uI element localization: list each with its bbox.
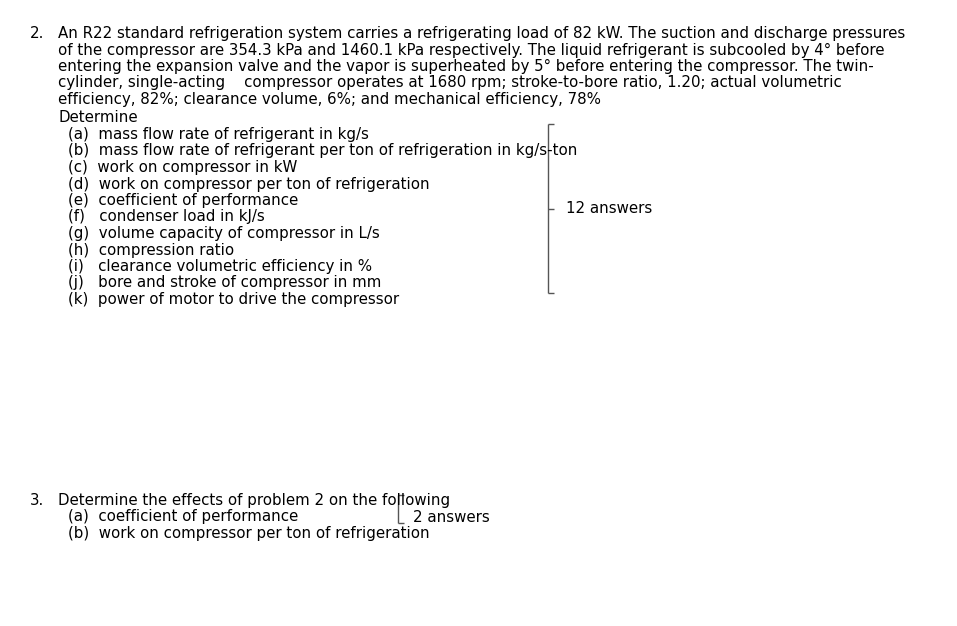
Text: 2.: 2. [30,26,44,41]
Text: (h)  compression ratio: (h) compression ratio [68,242,234,257]
Text: (a)  coefficient of performance: (a) coefficient of performance [68,510,299,525]
Text: 3.: 3. [30,493,44,508]
Text: cylinder, single-acting    compressor operates at 1680 rpm; stroke-to-bore ratio: cylinder, single-acting compressor opera… [58,76,842,91]
Text: An R22 standard refrigeration system carries a refrigerating load of 82 kW. The : An R22 standard refrigeration system car… [58,26,905,41]
Text: of the compressor are 354.3 kPa and 1460.1 kPa respectively. The liquid refriger: of the compressor are 354.3 kPa and 1460… [58,43,884,58]
Text: 2 answers: 2 answers [413,510,490,525]
Text: efficiency, 82%; clearance volume, 6%; and mechanical efficiency, 78%: efficiency, 82%; clearance volume, 6%; a… [58,92,601,107]
Text: entering the expansion valve and the vapor is superheated by 5° before entering : entering the expansion valve and the vap… [58,59,874,74]
Text: (a)  mass flow rate of refrigerant in kg/s: (a) mass flow rate of refrigerant in kg/… [68,127,368,142]
Text: Determine the effects of problem 2 on the following: Determine the effects of problem 2 on th… [58,493,450,508]
Text: (b)  mass flow rate of refrigerant per ton of refrigeration in kg/s-ton: (b) mass flow rate of refrigerant per to… [68,143,577,158]
Text: (j)   bore and stroke of compressor in mm: (j) bore and stroke of compressor in mm [68,275,382,290]
Text: (f)   condenser load in kJ/s: (f) condenser load in kJ/s [68,210,265,225]
Text: (d)  work on compressor per ton of refrigeration: (d) work on compressor per ton of refrig… [68,177,430,192]
Text: (k)  power of motor to drive the compressor: (k) power of motor to drive the compress… [68,292,399,307]
Text: (c)  work on compressor in kW: (c) work on compressor in kW [68,160,298,175]
Text: 12 answers: 12 answers [566,201,653,216]
Text: (b)  work on compressor per ton of refrigeration: (b) work on compressor per ton of refrig… [68,526,430,541]
Text: Determine: Determine [58,111,138,125]
Text: (g)  volume capacity of compressor in L/s: (g) volume capacity of compressor in L/s [68,226,380,241]
Text: (e)  coefficient of performance: (e) coefficient of performance [68,193,299,208]
Text: (i)   clearance volumetric efficiency in %: (i) clearance volumetric efficiency in % [68,259,372,274]
